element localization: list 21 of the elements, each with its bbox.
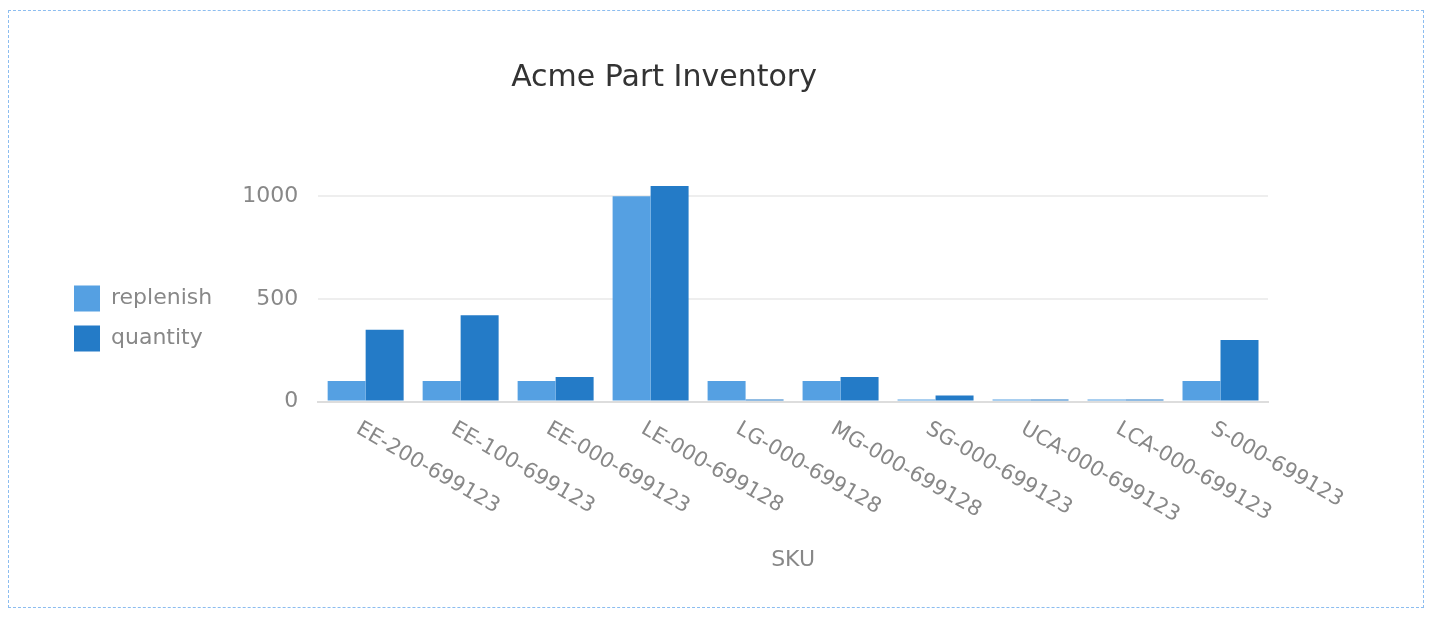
bar <box>422 381 461 401</box>
x-axis-title: SKU <box>771 545 816 571</box>
bar <box>840 376 879 401</box>
bar <box>650 186 689 401</box>
y-tick-label: 0 <box>284 387 299 413</box>
bar <box>1182 381 1221 401</box>
legend-label: replenish <box>111 284 213 310</box>
bar <box>612 196 651 401</box>
y-tick-label: 1000 <box>242 181 299 207</box>
bar <box>517 381 556 401</box>
legend-label: quantity <box>111 324 203 350</box>
bar <box>555 376 594 401</box>
y-tick-label: 500 <box>256 284 299 310</box>
bar <box>327 381 366 401</box>
bar <box>1220 340 1259 401</box>
chart-title: Acme Part Inventory <box>511 57 817 93</box>
bar <box>802 381 841 401</box>
bar <box>707 381 746 401</box>
bar <box>460 315 499 401</box>
bar <box>935 395 974 401</box>
bar <box>365 329 404 401</box>
